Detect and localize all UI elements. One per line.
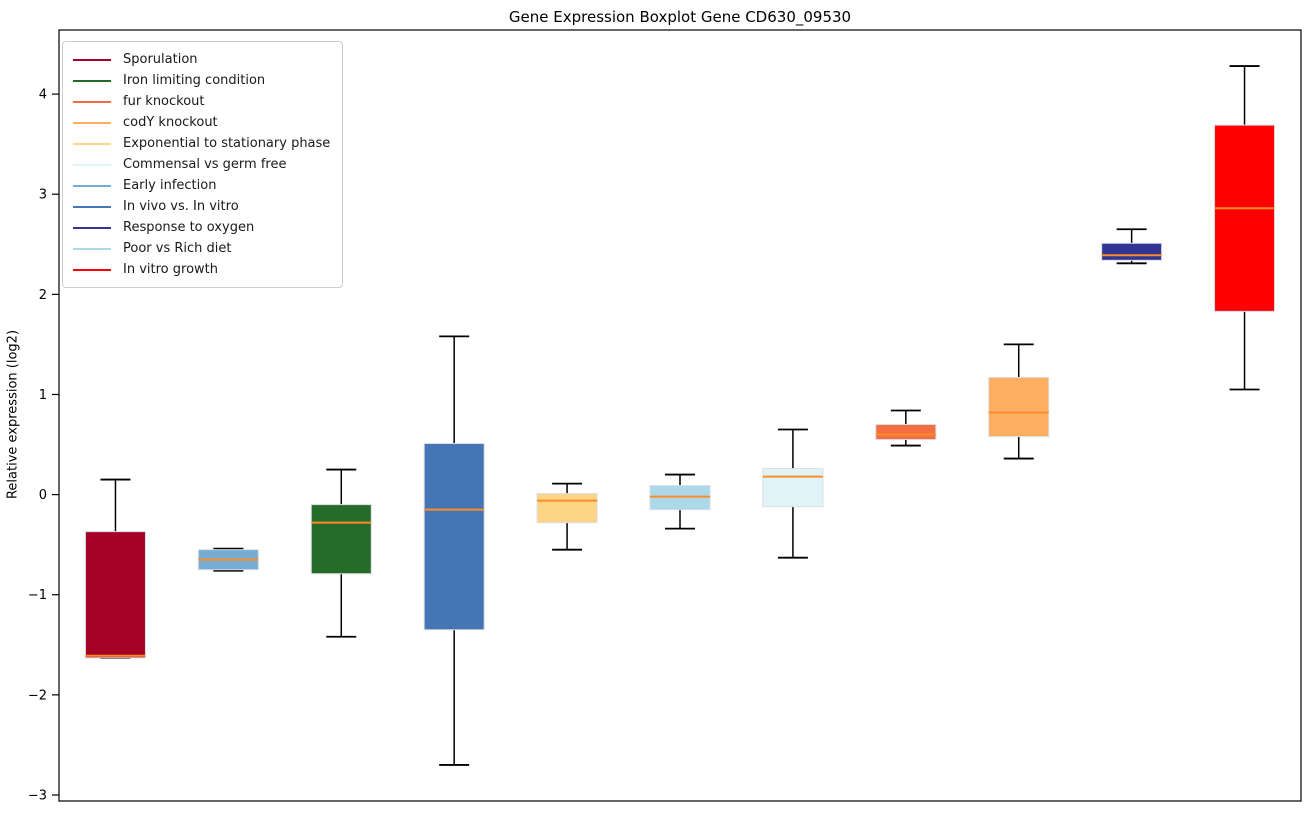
box-body [1101,242,1163,261]
legend-item-exponential-to-stationary-phase: Exponential to stationary phase [73,133,330,154]
legend-item-commensal-vs-germ-free: Commensal vs germ free [73,154,330,175]
box-body [536,493,598,524]
legend: Sporulation Iron limiting condition fur kn… [62,41,344,288]
box-body [762,468,824,508]
box-in-vitro-growth [1214,65,1276,391]
legend-color-swatch [73,247,111,250]
y-tick-label: 2 [39,288,47,303]
legend-item-response-to-oxygen: Response to oxygen [73,217,330,238]
box-body [988,376,1050,438]
box-early-infection [197,547,259,572]
box-iron-limiting-condition [310,468,372,638]
box-poor-vs-rich-diet [649,473,711,530]
box-commensal-vs-germ-free [762,428,824,559]
legend-color-swatch [73,268,111,271]
legend-item-cody-knockout: codY knockout [73,112,330,133]
legend-item-early-infection: Early infection [73,175,330,196]
legend-item-label: Sporulation [123,52,198,67]
legend-item-poor-vs-rich-diet: Poor vs Rich diet [73,238,330,259]
legend-item-label: fur knockout [123,94,205,109]
legend-item-label: Response to oxygen [123,220,255,235]
legend-item-iron-limiting-condition: Iron limiting condition [73,70,330,91]
legend-item-in-vivo-vs-in-vitro: In vivo vs. In vitro [73,196,330,217]
legend-item-in-vitro-growth: In vitro growth [73,259,330,280]
box-body [310,504,372,575]
y-tick-label: −2 [28,688,47,703]
legend-color-swatch [73,163,111,166]
y-tick-label: −1 [28,588,47,603]
chart-title: Gene Expression Boxplot Gene CD630_09530 [508,8,852,26]
y-tick-label: 3 [39,188,47,203]
legend-item-sporulation: Sporulation [73,49,330,70]
legend-color-swatch [73,121,111,124]
box-cody-knockout [988,343,1050,460]
box-body [649,485,711,511]
y-tick-label: −3 [28,788,47,803]
axes-frame [58,29,1302,802]
y-tick-label: 0 [39,488,47,503]
box-exponential-to-stationary-phase [536,482,598,551]
legend-item-label: In vitro growth [123,262,218,277]
y-tick-label: 1 [39,388,47,403]
legend-color-swatch [73,79,111,82]
box-sporulation [84,478,146,659]
box-response-to-oxygen [1101,228,1163,265]
legend-color-swatch [73,205,111,208]
box-body [84,531,146,659]
box-body [1214,124,1276,312]
legend-item-label: Iron limiting condition [123,73,266,88]
y-tick-label: 4 [39,88,47,103]
legend-color-swatch [73,100,111,103]
legend-color-swatch [73,142,111,145]
legend-item-label: Early infection [123,178,217,193]
legend-color-swatch [73,184,111,187]
box-fur-knockout [875,409,937,447]
box-in-vivo-vs-in-vitro [423,335,485,766]
legend-item-fur-knockout: fur knockout [73,91,330,112]
y-axis-label: Relative expression (log2) [5,329,21,500]
box-body [875,424,937,441]
legend-item-label: Exponential to stationary phase [123,136,331,151]
legend-color-swatch [73,58,111,61]
box-body [423,443,485,631]
legend-item-label: Commensal vs germ free [123,157,287,172]
legend-item-label: Poor vs Rich diet [123,241,232,256]
legend-item-label: In vivo vs. In vitro [123,199,239,214]
legend-color-swatch [73,226,111,229]
legend-item-label: codY knockout [123,115,218,130]
